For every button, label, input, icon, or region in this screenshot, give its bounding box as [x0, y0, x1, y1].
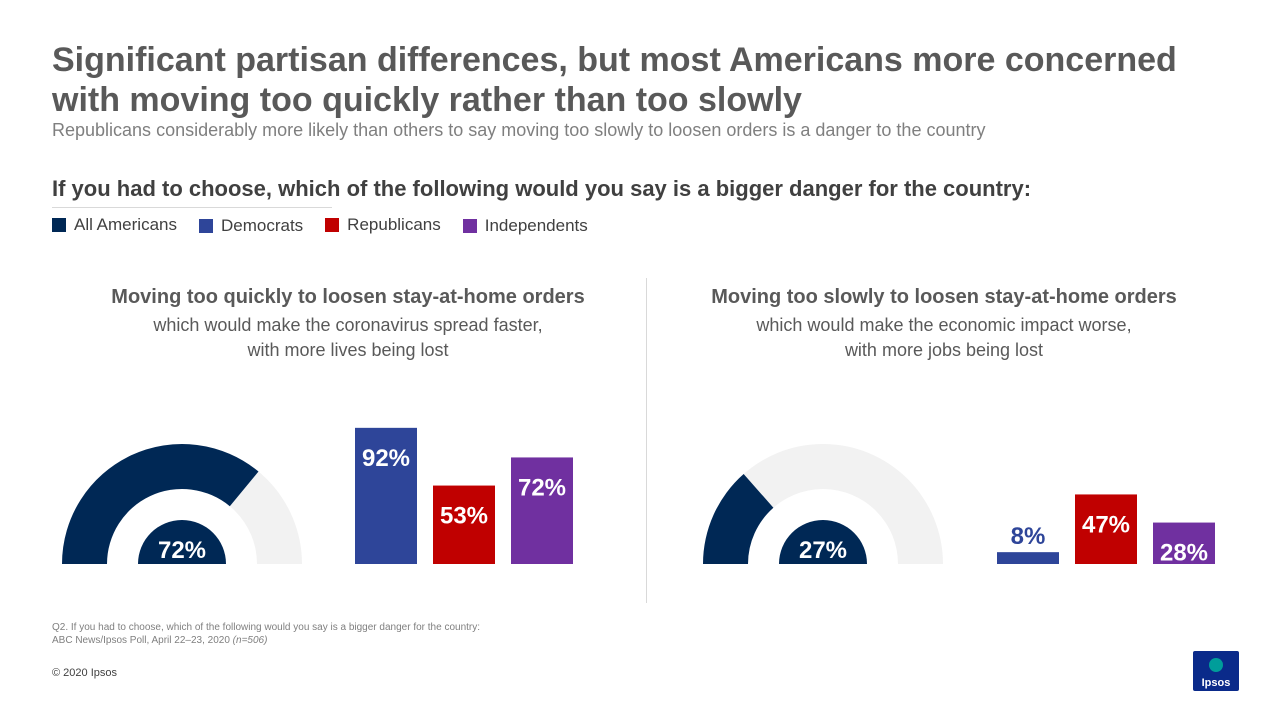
bar-democrats — [997, 552, 1059, 564]
legend-label: Republicans — [347, 215, 441, 234]
footnote: Q2. If you had to choose, which of the f… — [52, 621, 480, 647]
legend-item-republicans: Republicans — [325, 214, 441, 236]
footnote-source: ABC News/Ipsos Poll, April 22–23, 2020 (… — [52, 634, 480, 647]
legend-swatch — [462, 219, 477, 233]
bar-democrats — [355, 427, 417, 564]
panel-desc-right-line2: with more jobs being lost — [844, 340, 1044, 360]
bar-value-label: 8% — [1011, 523, 1046, 550]
gauge-value-arc — [62, 444, 259, 564]
panel-desc-left-line1: which would make the coronavirus spread … — [153, 315, 543, 335]
footnote-source-text: ABC News/Ipsos Poll, April 22–23, 2020 — [52, 635, 230, 646]
legend-label: Democrats — [220, 216, 304, 235]
panel-desc-right-line1: which would make the economic impact wor… — [756, 315, 1132, 335]
copyright: © 2020 Ipsos — [52, 667, 117, 679]
chart-left: 72% 92% 53% 72% — [62, 427, 573, 564]
legend-swatch — [198, 219, 213, 233]
gauge-center — [779, 520, 867, 564]
ipsos-logo: Ipsos — [1193, 651, 1239, 691]
legend-item-all-americans: All Americans — [52, 214, 177, 236]
charts-svg: 72% 92% 53% 72% 27% 8% 47% 28% — [62, 427, 1215, 567]
question-underline — [52, 207, 332, 208]
legend-swatch — [52, 218, 66, 232]
panel-title-left: Moving too quickly to loosen stay-at-hom… — [111, 286, 585, 308]
chart-right: 27% 8% 47% 28% — [703, 444, 1215, 567]
bar-value-label: 72% — [518, 474, 566, 501]
panel-header-left: Moving too quickly to loosen stay-at-hom… — [48, 286, 648, 363]
gauge-value-label: 72% — [158, 537, 206, 564]
bar-value-label: 28% — [1160, 540, 1208, 567]
logo-text: Ipsos — [1202, 677, 1231, 689]
bar-value-label: 53% — [440, 503, 488, 530]
bar-independents — [1153, 522, 1215, 564]
footnote-question: Q2. If you had to choose, which of the f… — [52, 622, 481, 633]
page-subtitle: Republicans considerably more likely tha… — [52, 120, 986, 140]
footnote-sample-size: (n=506) — [232, 635, 268, 646]
bar-republicans — [1075, 494, 1137, 564]
page-title: Significant partisan differences, but mo… — [52, 41, 1177, 119]
panel-header-right: Moving too slowly to loosen stay-at-home… — [644, 286, 1244, 363]
logo-mark — [1209, 658, 1223, 672]
gauge-center — [138, 520, 226, 564]
panel-desc-left-line2: with more lives being lost — [247, 340, 449, 360]
legend: All Americans Democrats Republicans Inde… — [52, 214, 610, 236]
gauge-value-label: 27% — [799, 537, 847, 564]
legend-item-independents: Independents — [462, 216, 588, 236]
panel-divider — [646, 278, 647, 603]
bar-value-label: 92% — [362, 445, 410, 472]
bar-value-label: 47% — [1082, 511, 1130, 538]
legend-swatch — [325, 218, 340, 232]
panel-title-right: Moving too slowly to loosen stay-at-home… — [711, 286, 1177, 308]
gauge-track — [703, 444, 943, 564]
bar-republicans — [433, 485, 495, 564]
gauge-value-arc — [703, 473, 774, 564]
legend-label: Independents — [484, 216, 588, 235]
bar-independents — [511, 457, 573, 564]
legend-item-democrats: Democrats — [198, 216, 304, 236]
survey-question: If you had to choose, which of the follo… — [52, 176, 1032, 201]
legend-label: All Americans — [74, 215, 177, 234]
